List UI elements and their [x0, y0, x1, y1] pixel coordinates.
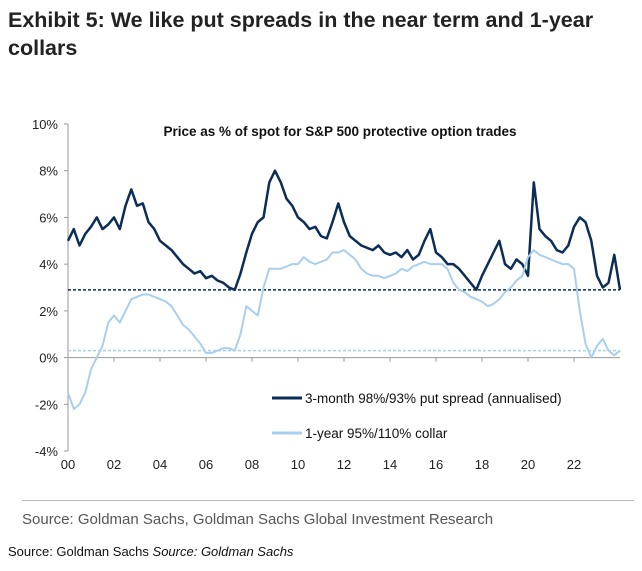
line-chart: Price as % of spot for S&P 500 protectiv…: [32, 117, 622, 472]
y-tick-label: 6%: [39, 210, 58, 225]
y-tick-label: 8%: [39, 164, 58, 179]
legend-label: 1-year 95%/110% collar: [305, 426, 448, 441]
series-line-1: [66, 169, 622, 292]
chart-title: Price as % of spot for S&P 500 protectiv…: [163, 124, 516, 139]
y-tick-label: 10%: [32, 117, 58, 132]
exhibit-title: Exhibit 5: We like put spreads in the ne…: [8, 8, 594, 60]
y-tick-label: -4%: [35, 444, 59, 459]
series-line-2: [67, 249, 621, 410]
x-tick-label: 22: [567, 457, 581, 472]
x-tick-label: 12: [337, 457, 351, 472]
divider: [22, 500, 634, 501]
x-tick-label: 00: [61, 457, 75, 472]
x-tick-label: 02: [107, 457, 121, 472]
footer-source-text: Source: Goldman Sachs: [8, 544, 149, 559]
x-tick-label: 20: [521, 457, 535, 472]
y-tick-label: 2%: [39, 304, 58, 319]
y-tick-label: -2%: [35, 397, 59, 412]
x-tick-label: 16: [429, 457, 443, 472]
x-tick-label: 10: [291, 457, 305, 472]
x-tick-label: 06: [199, 457, 213, 472]
x-tick-label: 14: [383, 457, 397, 472]
x-tick-label: 18: [475, 457, 489, 472]
footer-source: Source: Goldman Sachs Source: Goldman Sa…: [8, 544, 293, 559]
y-tick-label: 4%: [39, 257, 58, 272]
x-tick-label: 04: [153, 457, 167, 472]
y-tick-label: 0%: [39, 351, 58, 366]
x-tick-label: 08: [245, 457, 259, 472]
legend-label: 3-month 98%/93% put spread (annualised): [305, 391, 562, 406]
footer-source-italic: Source: Goldman Sachs: [152, 544, 294, 559]
source-note: Source: Goldman Sachs, Goldman Sachs Glo…: [22, 511, 494, 528]
